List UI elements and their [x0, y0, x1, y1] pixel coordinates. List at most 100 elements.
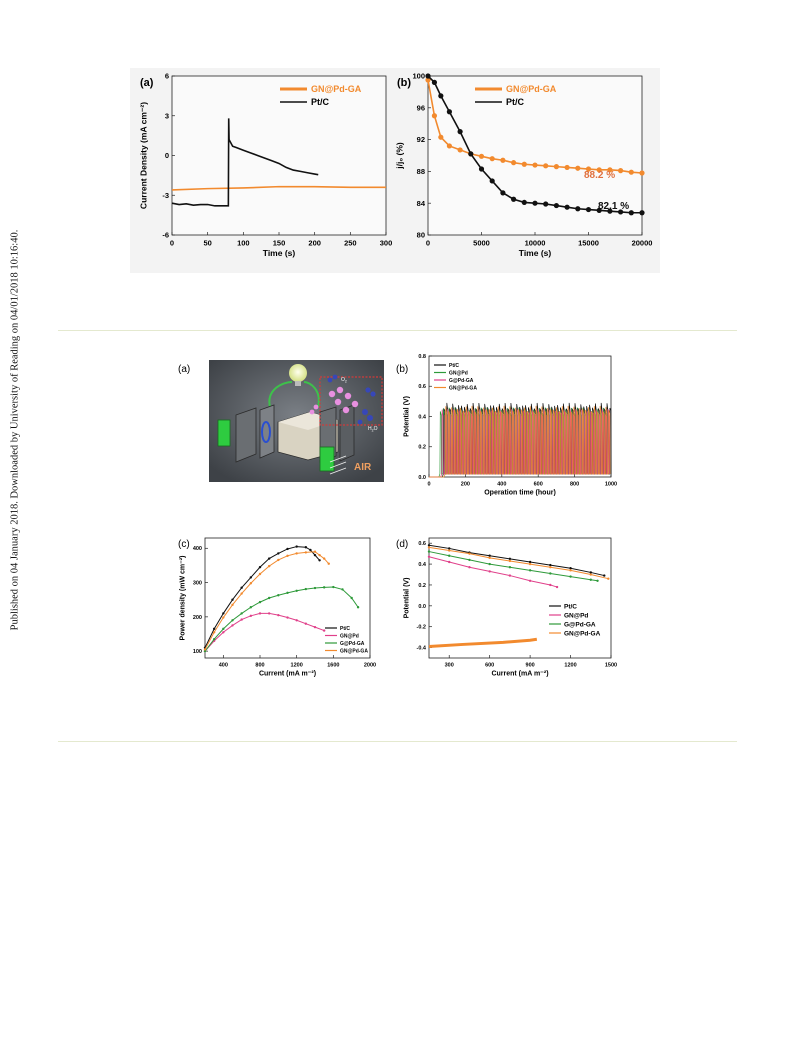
series-point	[618, 168, 624, 174]
series-point	[231, 624, 234, 627]
y-axis-label: Potential (V)	[404, 396, 411, 437]
series-point	[240, 618, 243, 621]
series-point	[569, 569, 572, 572]
series-point	[549, 572, 552, 575]
legend-label: GN@Pd	[340, 633, 359, 639]
x-axis-label: Time (s)	[263, 248, 296, 258]
x-axis-label: Current (mA m⁻²)	[259, 671, 316, 678]
series-point	[295, 589, 298, 592]
series-point	[267, 612, 271, 615]
series-point	[639, 210, 645, 216]
series-point	[322, 629, 326, 632]
series-line-gn-pd	[204, 612, 325, 652]
legend-label: GN@Pd-GA	[449, 385, 477, 391]
series-point	[543, 201, 549, 207]
y-tick-label: 6	[165, 72, 169, 81]
series-point	[468, 558, 471, 562]
legend-label: G@Pd-GA	[340, 641, 365, 647]
series-point	[427, 555, 431, 558]
series-point	[222, 612, 225, 615]
x-tick-label: 50	[203, 239, 211, 248]
series-point	[222, 627, 225, 631]
x-tick-label: 5000	[473, 239, 490, 248]
series-line-gn-pd	[428, 556, 558, 588]
series-point	[350, 596, 353, 600]
y-axis-label: Potential (V)	[404, 578, 411, 619]
series-point	[231, 619, 234, 622]
series-line-pt-c	[428, 544, 605, 577]
series-line-g-pd-ga	[204, 586, 359, 652]
series-point	[564, 164, 570, 171]
light-bulb-icon	[289, 364, 307, 382]
x-tick-label: 200	[461, 482, 470, 488]
series-point	[553, 202, 559, 209]
series-point	[607, 167, 613, 173]
o2-subscript: 2	[345, 380, 347, 384]
series-line-gn-pd-ga	[429, 405, 611, 478]
annotation-88: 88.2 %	[584, 170, 615, 181]
series-line-gn-pd-ga	[428, 546, 609, 580]
series-point	[508, 574, 512, 577]
y-tick-label: 0.0	[418, 475, 426, 481]
x-axis-label: Current (mA m⁻²)	[491, 671, 548, 678]
annotation-82: 82.1 %	[598, 201, 629, 212]
series-point	[212, 627, 216, 631]
y-tick-label: 0.2	[418, 445, 426, 451]
plot-frame	[204, 537, 371, 659]
x-tick-label: 100	[237, 239, 250, 248]
series-point	[322, 586, 326, 589]
series-point	[212, 637, 216, 641]
y-tick-label: 400	[193, 546, 202, 552]
y-tick-label: 0.6	[418, 384, 426, 390]
series-point	[332, 585, 335, 589]
y-axis-label: Power density (mW cm⁻²)	[180, 556, 187, 641]
series-point	[528, 562, 532, 566]
h2o-subscript: 2	[372, 429, 374, 433]
series-point	[427, 550, 431, 553]
series-point	[489, 156, 495, 162]
panel-label: (a)	[178, 364, 190, 375]
series-point	[607, 577, 610, 580]
series-point	[508, 559, 512, 563]
sidebar: Published on 04 January 2018. Downloaded…	[0, 0, 30, 1039]
series-point	[511, 196, 517, 202]
series-point	[258, 600, 262, 604]
series-point	[532, 162, 538, 168]
series-point	[431, 113, 438, 119]
series-point	[553, 164, 559, 170]
series-point	[468, 552, 471, 555]
series-point	[446, 143, 452, 149]
y-tick-label: 3	[165, 111, 169, 120]
series-point	[277, 552, 280, 555]
series-point	[528, 569, 532, 572]
legend-label: GN@Pd-GA	[506, 84, 557, 94]
legend-label: Pt/C	[340, 626, 350, 632]
y-tick-label: 88	[417, 167, 425, 176]
series-point	[488, 562, 491, 566]
y-tick-label: 100	[412, 72, 425, 81]
series-point	[446, 109, 452, 115]
series-line-gn-pd-ga	[171, 185, 386, 191]
y-tick-label: 0.4	[418, 562, 427, 568]
divider-top	[58, 330, 737, 331]
y-tick-label: 100	[193, 649, 202, 655]
series-point	[258, 572, 262, 576]
h2o-tail: O	[374, 426, 378, 432]
y-tick-label: 92	[417, 135, 425, 144]
y-tick-label: 96	[417, 103, 425, 112]
y-tick-label: 200	[193, 615, 202, 621]
series-point	[267, 557, 271, 560]
legend-label: GN@Pd-GA	[311, 84, 362, 94]
series-point	[478, 153, 485, 159]
series-point	[607, 208, 613, 214]
series-point	[222, 631, 225, 634]
series-point	[555, 585, 559, 589]
series-point	[240, 586, 243, 589]
series-line-pt-c	[427, 75, 642, 214]
series-point	[478, 166, 485, 172]
x-tick-label: 400	[497, 482, 506, 488]
x-tick-label: 20000	[632, 239, 653, 248]
y-tick-label: 84	[417, 199, 426, 208]
anode-block	[217, 419, 231, 447]
series-line-gn-pd-ga	[204, 551, 330, 650]
